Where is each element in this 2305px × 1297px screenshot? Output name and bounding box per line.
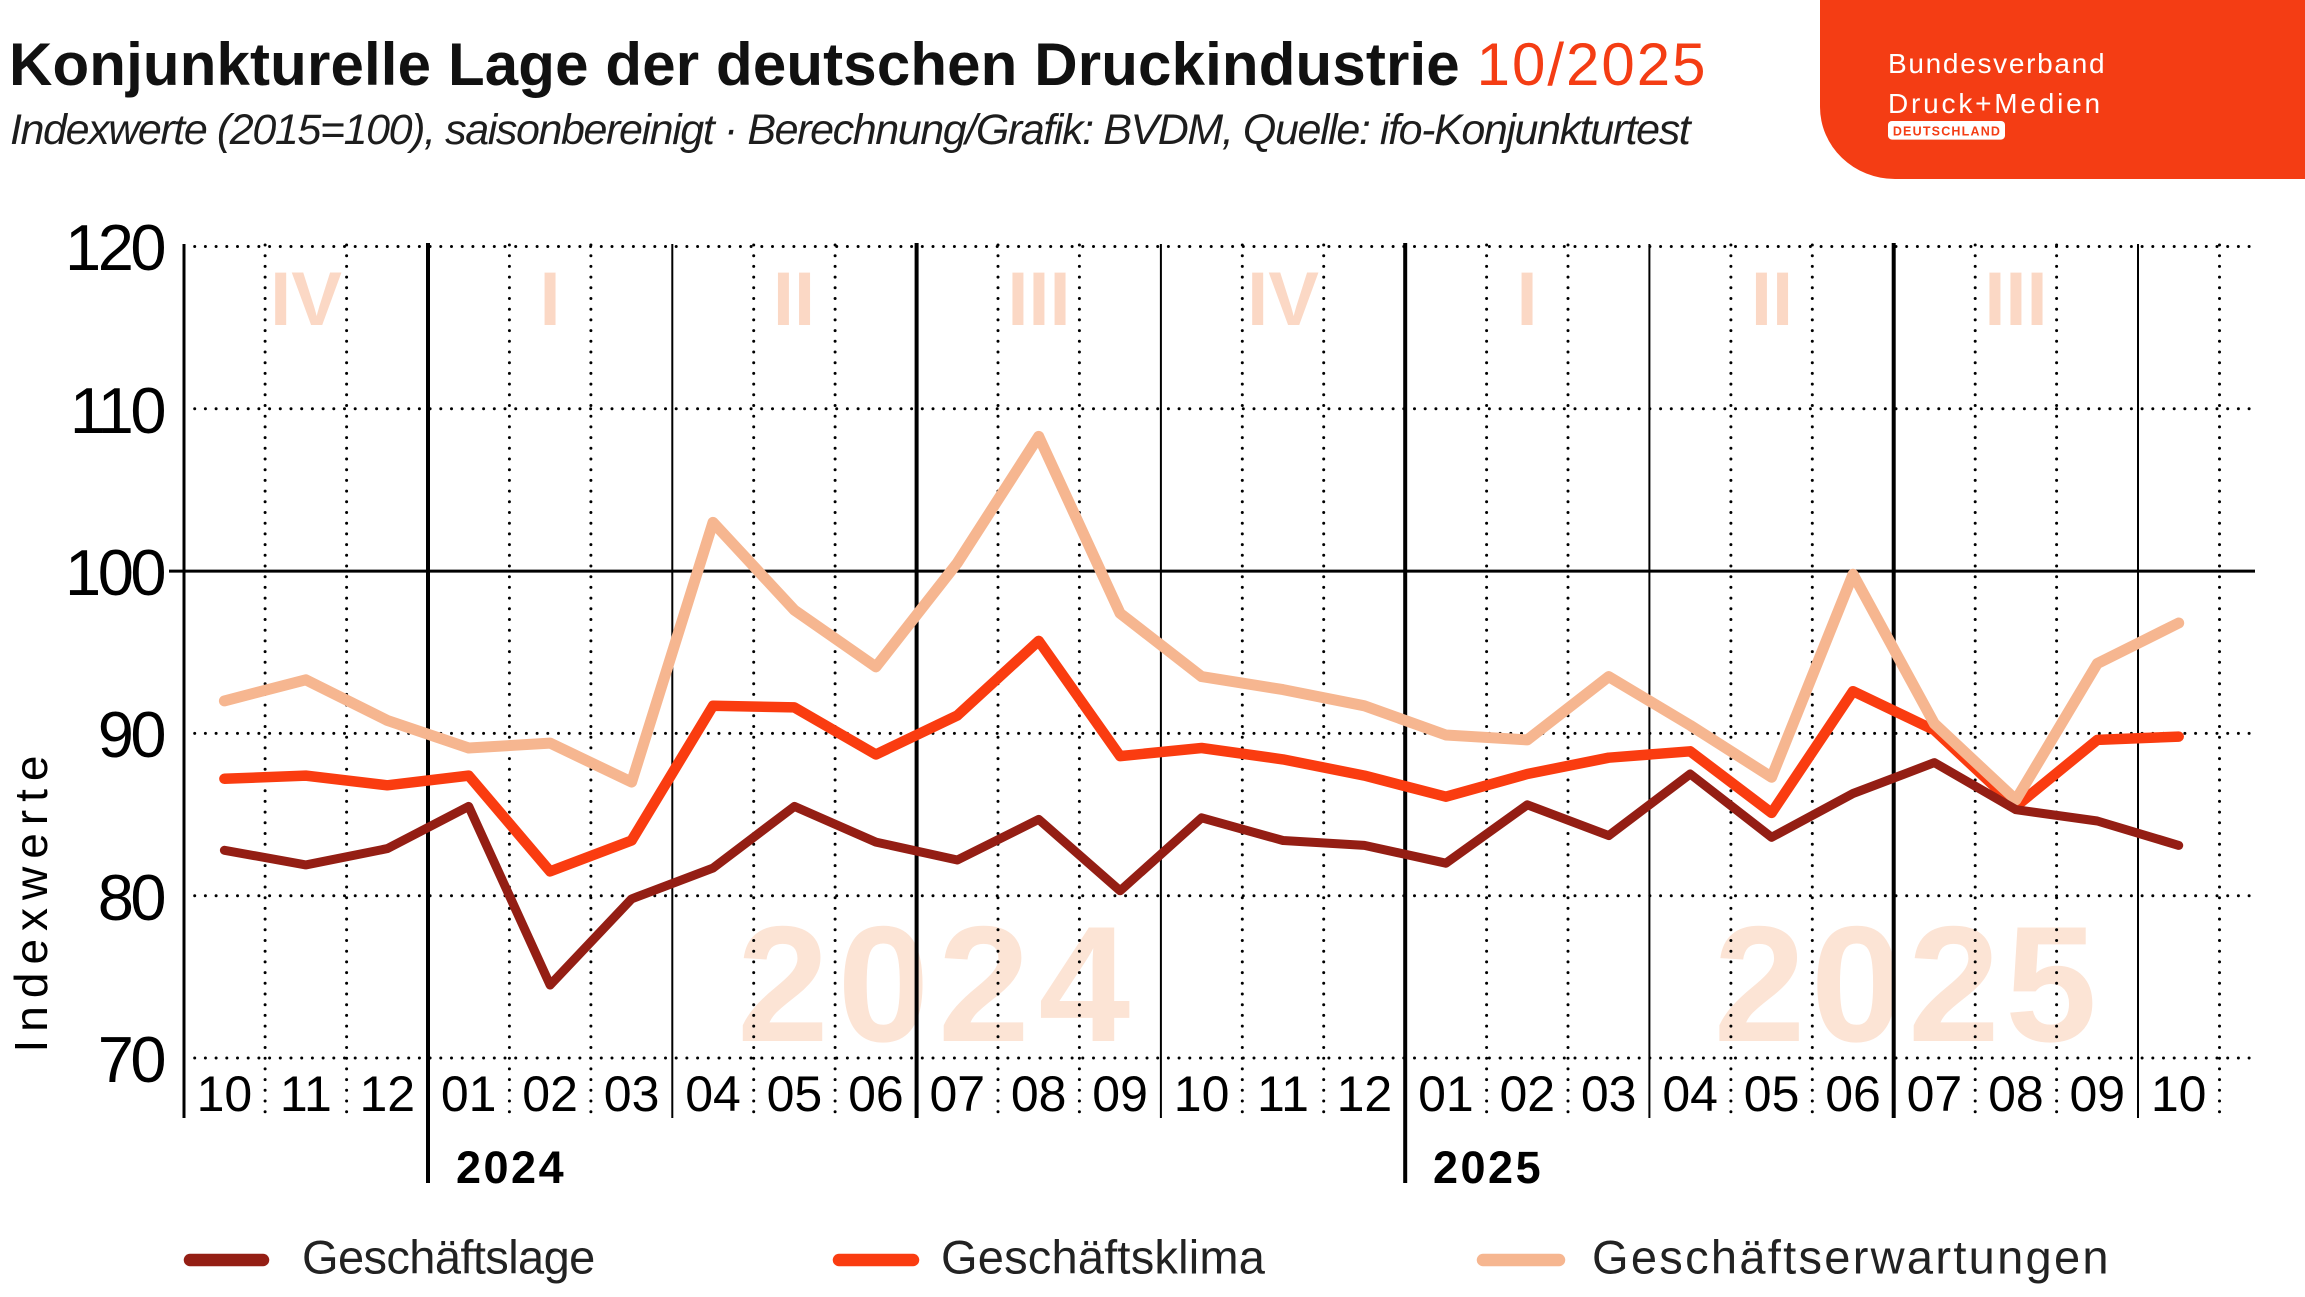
- svg-text:Geschäftserwartungen: Geschäftserwartungen: [1592, 1231, 2111, 1284]
- svg-text:III: III: [1984, 257, 2047, 342]
- svg-text:10: 10: [1174, 1066, 1230, 1122]
- svg-text:I: I: [539, 257, 560, 342]
- svg-text:09: 09: [2069, 1066, 2125, 1122]
- svg-text:11: 11: [1257, 1066, 1309, 1122]
- svg-text:06: 06: [848, 1066, 904, 1122]
- svg-text:07: 07: [929, 1066, 985, 1122]
- svg-text:110: 110: [70, 374, 164, 447]
- svg-text:09: 09: [1092, 1066, 1148, 1122]
- svg-text:Indexwerte: Indexwerte: [5, 747, 57, 1052]
- svg-text:90: 90: [98, 698, 165, 771]
- svg-text:Konjunkturelle Lage der deutsc: Konjunkturelle Lage der deutschen Drucki…: [9, 31, 1708, 98]
- svg-text:2024: 2024: [737, 892, 1139, 1076]
- svg-text:01: 01: [441, 1066, 497, 1122]
- svg-text:I: I: [1516, 257, 1537, 342]
- svg-text:2025: 2025: [1714, 892, 2103, 1076]
- svg-text:03: 03: [1581, 1066, 1637, 1122]
- svg-text:05: 05: [767, 1066, 823, 1122]
- svg-text:06: 06: [1825, 1066, 1881, 1122]
- svg-text:2025: 2025: [1433, 1142, 1543, 1193]
- svg-text:01: 01: [1418, 1066, 1474, 1122]
- svg-text:DEUTSCHLAND: DEUTSCHLAND: [1893, 125, 2001, 139]
- svg-text:Bundesverband: Bundesverband: [1888, 48, 2106, 79]
- svg-text:11: 11: [280, 1066, 332, 1122]
- svg-text:80: 80: [98, 861, 165, 934]
- svg-text:08: 08: [1011, 1066, 1067, 1122]
- svg-text:70: 70: [98, 1023, 165, 1096]
- svg-text:Druck+Medien: Druck+Medien: [1888, 88, 2103, 119]
- svg-text:Indexwerte (2015=100), saisonb: Indexwerte (2015=100), saisonbereinigt ·…: [10, 106, 1693, 154]
- svg-text:2024: 2024: [456, 1142, 566, 1193]
- svg-text:Geschäftsklima: Geschäftsklima: [941, 1231, 1266, 1284]
- svg-text:10: 10: [2151, 1066, 2207, 1122]
- svg-text:03: 03: [604, 1066, 660, 1122]
- svg-text:02: 02: [522, 1066, 578, 1122]
- svg-text:04: 04: [685, 1066, 741, 1122]
- svg-text:04: 04: [1662, 1066, 1718, 1122]
- svg-text:12: 12: [359, 1066, 415, 1122]
- svg-text:10: 10: [197, 1066, 253, 1122]
- svg-text:IV: IV: [1247, 257, 1319, 342]
- svg-text:III: III: [1007, 257, 1070, 342]
- svg-text:08: 08: [1988, 1066, 2044, 1122]
- svg-text:II: II: [1751, 257, 1793, 342]
- svg-text:120: 120: [65, 211, 164, 284]
- svg-text:05: 05: [1744, 1066, 1800, 1122]
- svg-text:02: 02: [1499, 1066, 1555, 1122]
- svg-text:100: 100: [65, 536, 164, 609]
- svg-text:II: II: [773, 257, 815, 342]
- svg-text:12: 12: [1337, 1066, 1393, 1122]
- svg-text:Geschäftslage: Geschäftslage: [302, 1231, 595, 1284]
- svg-text:IV: IV: [270, 257, 342, 342]
- svg-text:07: 07: [1907, 1066, 1963, 1122]
